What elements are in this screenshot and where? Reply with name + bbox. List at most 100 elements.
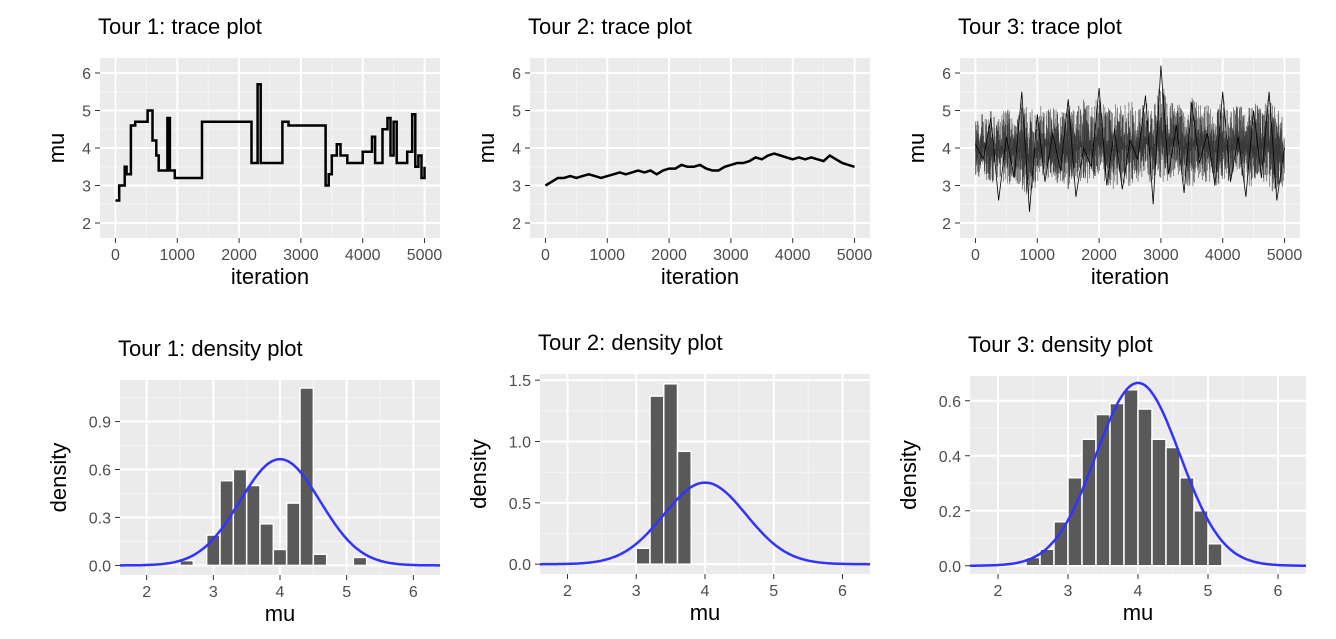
- histogram-bar: [299, 387, 315, 567]
- x-tick-label: 2000: [1081, 247, 1117, 264]
- panel-5: 2 3 4 5 6 0.0 0.5 1.0 1.5 Tour 2: density plot mu d…: [466, 330, 870, 625]
- y-tick-label: 1.5: [509, 373, 531, 390]
- panel-4: 2 3 4 5 6 0.0 0.3 0.6 0.9 Tour 1: density plot mu d…: [46, 336, 440, 626]
- panel-3: 0 1000 2000 3000 4000 5000 2 3 4 5 6 Tour 3: trace …: [904, 14, 1302, 289]
- x-axis-title: iteration: [1091, 264, 1169, 289]
- y-tick-label: 1.0: [509, 434, 531, 451]
- histogram-bar: [649, 395, 665, 565]
- y-tick-label: 5: [82, 104, 91, 121]
- x-tick-label: 2000: [651, 247, 687, 264]
- y-tick-label: 5: [512, 104, 521, 121]
- x-axis-title: iteration: [231, 264, 309, 289]
- y-tick-label: 0.0: [939, 559, 961, 576]
- x-tick-label: 0: [971, 247, 980, 264]
- x-tick-label: 5000: [1267, 247, 1303, 264]
- x-tick-label: 4000: [1205, 247, 1241, 264]
- x-tick-label: 4: [1134, 583, 1143, 600]
- y-axis-title: mu: [474, 133, 499, 164]
- x-tick-label: 6: [838, 583, 847, 600]
- x-axis-title: mu: [1123, 600, 1154, 625]
- histogram-bar: [1179, 477, 1195, 567]
- chart-title: Tour 2: density plot: [538, 330, 723, 355]
- x-tick-label: 5000: [837, 247, 873, 264]
- x-tick-label: 6: [409, 584, 418, 601]
- x-tick-label: 4: [701, 583, 710, 600]
- y-axis-title: mu: [904, 133, 929, 164]
- histogram-bar: [312, 553, 328, 567]
- x-axis-title: mu: [690, 600, 721, 625]
- chart-title: Tour 1: trace plot: [98, 14, 262, 39]
- histogram-bar: [676, 450, 692, 565]
- histogram-bar: [1137, 408, 1153, 567]
- y-tick-label: 3: [512, 179, 521, 196]
- y-tick-label: 2: [82, 216, 91, 233]
- chart-title: Tour 2: trace plot: [528, 14, 692, 39]
- trace-line: [544, 152, 855, 187]
- histogram-bar: [245, 484, 261, 567]
- y-tick-label: 0.6: [939, 394, 961, 411]
- y-tick-label: 0.2: [939, 504, 961, 521]
- y-tick-label: 4: [512, 141, 521, 158]
- panel-2: 0 1000 2000 3000 4000 5000 2 3 4 5 6 Tour 2: trace …: [474, 14, 872, 289]
- x-tick-label: 3000: [713, 247, 749, 264]
- x-tick-label: 1000: [159, 247, 195, 264]
- y-tick-label: 4: [942, 141, 951, 158]
- y-tick-label: 4: [82, 141, 91, 158]
- density-curve: [120, 457, 440, 567]
- histogram-bar: [1193, 510, 1209, 567]
- y-tick-label: 3: [82, 179, 91, 196]
- panel-1: 0 1000 2000 3000 4000 5000 2 3 4 5 6 Tour 1: trace …: [44, 14, 442, 289]
- y-tick-label: 0.0: [509, 557, 531, 574]
- y-axis-title: density: [46, 443, 71, 513]
- y-tick-label: 2: [942, 216, 951, 233]
- y-tick-label: 3: [942, 179, 951, 196]
- x-tick-label: 3000: [1143, 247, 1179, 264]
- histogram-bar: [1053, 521, 1069, 567]
- histogram-bar: [663, 383, 679, 565]
- x-tick-label: 4: [276, 584, 285, 601]
- chart-title: Tour 3: density plot: [968, 332, 1153, 357]
- x-tick-label: 5000: [407, 247, 443, 264]
- x-tick-label: 0: [111, 247, 120, 264]
- x-tick-label: 0: [541, 247, 550, 264]
- x-tick-label: 5: [342, 584, 351, 601]
- x-tick-label: 3: [209, 584, 218, 601]
- histogram-bar: [1165, 446, 1181, 567]
- y-tick-label: 6: [942, 66, 951, 83]
- y-tick-label: 2: [512, 216, 521, 233]
- histogram-bar: [352, 556, 368, 567]
- histogram-bar: [179, 559, 195, 567]
- x-tick-label: 3: [632, 583, 641, 600]
- histogram-bar: [1109, 402, 1125, 567]
- x-tick-label: 6: [1274, 583, 1283, 600]
- histogram-bar: [1123, 389, 1139, 567]
- histogram-bar: [635, 547, 651, 565]
- x-tick-label: 2: [563, 583, 572, 600]
- x-tick-label: 1000: [589, 247, 625, 264]
- y-tick-label: 5: [942, 104, 951, 121]
- y-tick-label: 0.3: [89, 510, 111, 527]
- y-tick-label: 0.6: [89, 463, 111, 480]
- panel-6: 2 3 4 5 6 0.0 0.2 0.4 0.6 Tour 3: density plot mu d…: [896, 332, 1306, 625]
- histogram-bar: [1067, 477, 1083, 567]
- x-tick-label: 1000: [1019, 247, 1055, 264]
- histogram-bar: [285, 502, 301, 567]
- x-tick-label: 4000: [775, 247, 811, 264]
- x-axis-title: iteration: [661, 264, 739, 289]
- histogram-bar: [272, 548, 288, 567]
- histogram-bar: [1207, 543, 1223, 567]
- x-tick-label: 3: [1064, 583, 1073, 600]
- x-tick-label: 2000: [221, 247, 257, 264]
- y-axis-title: mu: [44, 133, 69, 164]
- x-tick-label: 2: [994, 583, 1003, 600]
- x-tick-label: 4000: [345, 247, 381, 264]
- x-tick-label: 5: [769, 583, 778, 600]
- y-axis-title: density: [466, 439, 491, 509]
- y-axis-title: density: [896, 440, 921, 510]
- trace-line: [975, 65, 1285, 212]
- x-tick-label: 5: [1204, 583, 1213, 600]
- trace-line: [115, 83, 426, 202]
- y-tick-label: 0.5: [509, 496, 531, 513]
- x-tick-label: 3000: [283, 247, 319, 264]
